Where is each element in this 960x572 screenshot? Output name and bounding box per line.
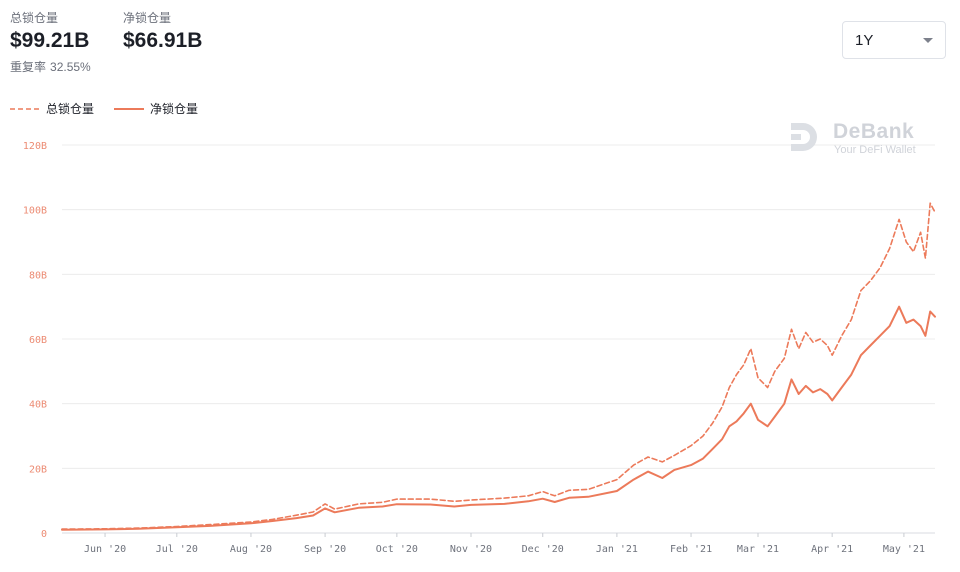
x-tick-label: Aug '20 bbox=[230, 544, 272, 555]
x-tick-label: Jan '21 bbox=[596, 544, 638, 555]
total-tvl-label: 总锁仓量 bbox=[10, 11, 59, 25]
y-tick-label: 100B bbox=[23, 206, 47, 217]
legend-item-total[interactable]: 总锁仓量 bbox=[10, 100, 94, 117]
debank-watermark: DeBank Your DeFi Wallet bbox=[787, 120, 927, 160]
caret-down-icon bbox=[923, 38, 933, 43]
x-tick-label: Nov '20 bbox=[450, 544, 492, 555]
y-tick-label: 80B bbox=[29, 270, 47, 281]
net-tvl-value: $66.91B bbox=[123, 29, 203, 52]
y-tick-label: 60B bbox=[29, 335, 47, 346]
x-tick-label: Sep '20 bbox=[304, 544, 346, 555]
x-tick-label: Jul '20 bbox=[156, 544, 198, 555]
legend-label-net: 净锁仓量 bbox=[150, 102, 199, 116]
time-range-select[interactable]: 1Y bbox=[842, 21, 946, 59]
x-tick-label: Dec '20 bbox=[522, 544, 564, 555]
legend-label-total: 总锁仓量 bbox=[46, 102, 95, 116]
time-range-value: 1Y bbox=[855, 32, 874, 49]
watermark-subtitle: Your DeFi Wallet bbox=[834, 144, 916, 156]
dashed-line-icon bbox=[10, 107, 40, 110]
solid-line-icon bbox=[114, 107, 145, 110]
net-tvl-series-line bbox=[61, 305, 936, 531]
duplication-ratio: 重复率 32.55% bbox=[10, 58, 91, 75]
total-tvl-value: $99.21B bbox=[10, 29, 90, 52]
net-tvl-stat: 净锁仓量 $66.91B bbox=[123, 10, 202, 55]
x-tick-label: Mar '21 bbox=[737, 544, 779, 555]
debank-logo-icon bbox=[791, 123, 817, 151]
y-tick-label: 20B bbox=[29, 464, 47, 475]
x-tick-label: Feb '21 bbox=[670, 544, 712, 555]
x-tick-label: Oct '20 bbox=[376, 544, 418, 555]
x-tick-label: May '21 bbox=[883, 544, 925, 555]
legend-item-net[interactable]: 净锁仓量 bbox=[114, 100, 198, 117]
total-tvl-stat: 总锁仓量 $99.21B bbox=[10, 10, 89, 55]
y-tick-label: 120B bbox=[23, 141, 47, 152]
duplication-ratio-value: 32.55% bbox=[50, 60, 91, 74]
y-tick-label: 40B bbox=[29, 400, 47, 411]
x-tick-label: Jun '20 bbox=[84, 544, 126, 555]
duplication-ratio-label: 重复率 bbox=[10, 60, 47, 74]
y-tick-label: 0 bbox=[41, 529, 47, 540]
net-tvl-label: 净锁仓量 bbox=[123, 11, 172, 25]
chart-legend: 总锁仓量 净锁仓量 bbox=[10, 100, 218, 117]
watermark-title: DeBank bbox=[833, 120, 915, 143]
x-tick-label: Apr '21 bbox=[811, 544, 853, 555]
total-tvl-series-line bbox=[61, 202, 936, 530]
